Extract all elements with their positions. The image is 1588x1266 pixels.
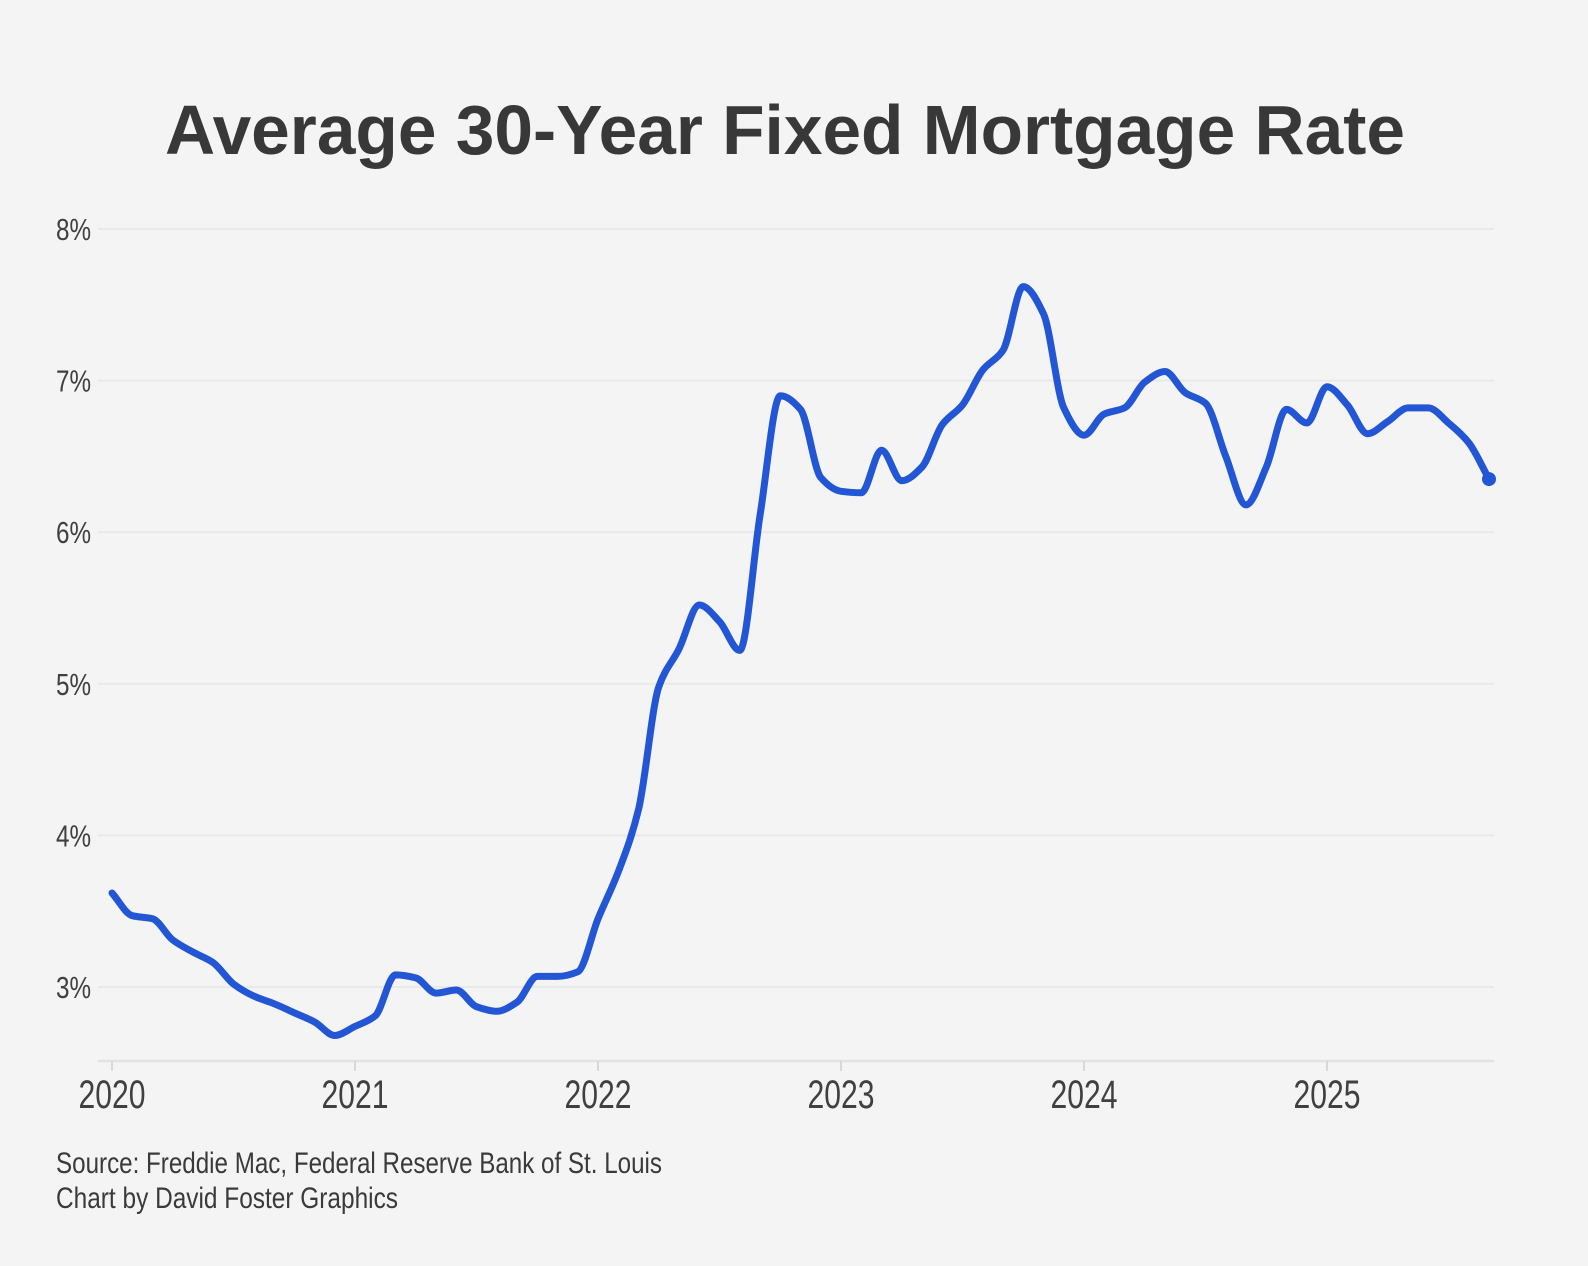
x-axis-tick-label: 2024 — [1051, 1073, 1118, 1117]
y-axis-tick-label: 8% — [56, 212, 91, 247]
x-axis-tick-label: 2021 — [322, 1073, 389, 1117]
y-axis-tick-label: 4% — [56, 818, 91, 853]
latest-point-dot — [1482, 472, 1496, 487]
y-axis-tick-label: 7% — [56, 364, 91, 399]
source-note-line1: Source: Freddie Mac, Federal Reserve Ban… — [56, 1147, 662, 1180]
y-axis-tick-label: 3% — [56, 970, 91, 1005]
chart-title: Average 30-Year Fixed Mortgage Rate — [165, 91, 1405, 169]
source-note-line2: Chart by David Foster Graphics — [56, 1182, 398, 1215]
y-axis-labels: 8% 7% 6% 5% 4% 3% — [56, 212, 91, 1005]
x-axis-tick-label: 2020 — [79, 1073, 146, 1117]
gridlines — [98, 228, 1494, 988]
x-axis-labels: 2020 2021 2022 2023 2024 2025 — [79, 1073, 1361, 1117]
x-axis-ticks — [111, 1061, 1328, 1071]
y-axis-tick-label: 5% — [56, 667, 91, 702]
x-axis-tick-label: 2022 — [565, 1073, 632, 1117]
y-axis-tick-label: 6% — [56, 515, 91, 550]
x-axis-tick-label: 2025 — [1294, 1073, 1361, 1117]
x-axis-tick-label: 2023 — [808, 1073, 875, 1117]
mortgage-rate-line — [108, 283, 1493, 1039]
